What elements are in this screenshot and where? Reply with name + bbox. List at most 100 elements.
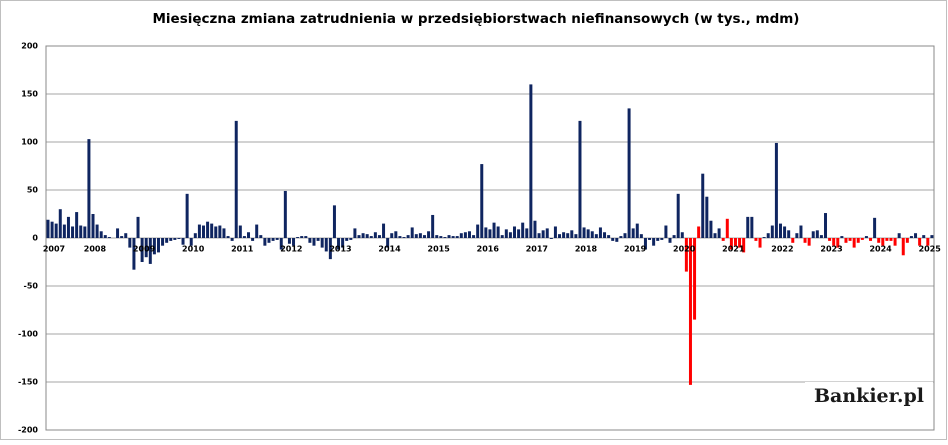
bar — [463, 232, 467, 238]
bar — [709, 220, 713, 238]
bar — [864, 236, 868, 238]
bar — [251, 238, 255, 241]
bar — [255, 224, 259, 238]
bar — [791, 238, 795, 243]
bar — [148, 238, 152, 264]
bar — [402, 237, 406, 238]
bar — [390, 233, 394, 238]
bar — [643, 238, 647, 250]
bar — [578, 120, 582, 238]
bar — [418, 233, 422, 238]
bar — [635, 223, 639, 238]
bar — [819, 235, 823, 238]
bar — [46, 219, 50, 238]
bar — [815, 230, 819, 238]
bar — [676, 193, 680, 238]
bar — [300, 236, 304, 238]
bar — [214, 226, 218, 238]
bar — [62, 224, 66, 238]
bar — [508, 232, 512, 238]
bar — [369, 236, 373, 238]
bar — [218, 225, 222, 238]
bar — [472, 235, 476, 238]
bar — [918, 238, 922, 246]
bar — [58, 209, 62, 238]
bar — [684, 238, 688, 272]
bar — [312, 238, 316, 246]
bar — [365, 234, 369, 238]
bar — [725, 218, 729, 238]
bar — [283, 190, 287, 238]
bar — [206, 221, 210, 238]
bar — [914, 233, 918, 238]
bar — [746, 216, 750, 238]
y-tick-label: -100 — [18, 330, 38, 339]
bar — [247, 232, 251, 238]
plot-frame — [45, 45, 935, 431]
bar — [304, 236, 308, 238]
bar — [836, 238, 840, 248]
bar — [156, 238, 160, 253]
bar — [107, 237, 111, 238]
bar — [909, 236, 913, 238]
bar — [672, 235, 676, 238]
x-tick-label: 2022 — [771, 245, 793, 254]
bar — [75, 212, 79, 238]
bar — [357, 235, 361, 238]
bar — [71, 226, 75, 238]
bar — [558, 234, 562, 238]
bar — [422, 235, 426, 238]
bar — [79, 225, 83, 238]
bar — [279, 238, 283, 250]
bar — [885, 238, 889, 241]
bar — [549, 238, 553, 239]
y-tick-label: -150 — [18, 378, 38, 387]
bar — [136, 216, 140, 238]
bar — [680, 232, 684, 238]
x-tick-label: 2015 — [428, 245, 451, 254]
bar — [242, 236, 246, 238]
bar — [795, 233, 799, 238]
bar — [337, 238, 341, 250]
bar — [87, 139, 91, 238]
bar — [328, 238, 332, 260]
bar — [165, 238, 169, 243]
bar — [717, 228, 721, 238]
x-tick-label: 2024 — [869, 245, 892, 254]
bar — [824, 213, 828, 238]
bar — [459, 233, 463, 238]
bar — [451, 236, 455, 238]
bar — [774, 142, 778, 238]
bar — [427, 231, 431, 238]
bar — [529, 84, 533, 239]
bar — [619, 236, 623, 238]
bar — [377, 235, 381, 238]
x-tick-label: 2016 — [477, 245, 500, 254]
bar — [226, 236, 230, 238]
bar — [860, 238, 864, 240]
bar — [553, 226, 557, 238]
bar — [517, 229, 521, 238]
y-tick-label: -200 — [18, 426, 38, 435]
bar — [828, 238, 832, 241]
bar — [570, 230, 574, 238]
bar — [259, 235, 263, 238]
bar — [787, 230, 791, 238]
bar — [234, 120, 238, 238]
bar — [729, 238, 733, 250]
bar — [373, 232, 377, 238]
logo-box — [805, 382, 933, 422]
bar — [901, 238, 905, 256]
bar — [476, 224, 480, 238]
bar — [83, 226, 87, 238]
bar — [799, 225, 803, 238]
bar — [607, 235, 611, 238]
bar — [230, 238, 234, 241]
bar — [185, 193, 189, 238]
bar — [905, 238, 909, 243]
bar — [623, 233, 627, 238]
bar — [394, 231, 398, 238]
bar — [263, 238, 267, 246]
bar — [54, 223, 58, 238]
